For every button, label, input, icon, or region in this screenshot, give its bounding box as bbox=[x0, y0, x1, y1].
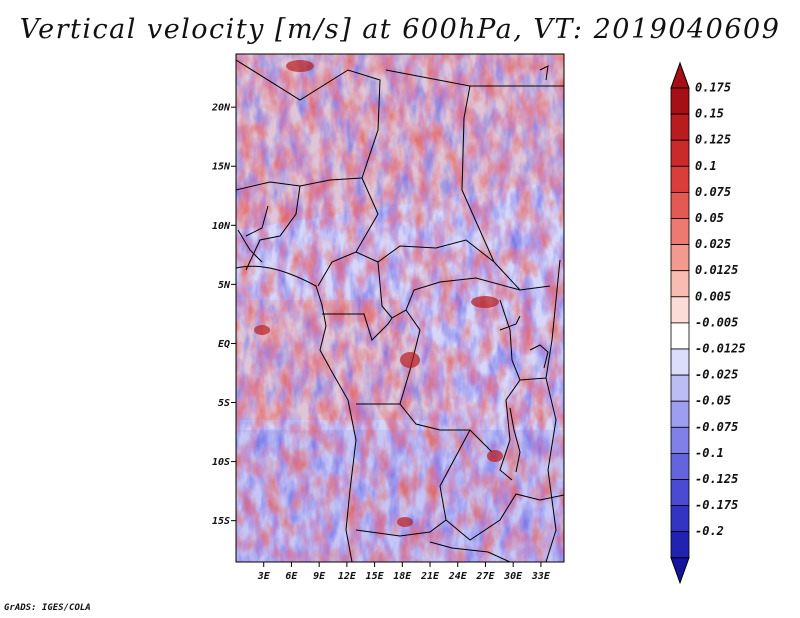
colorbar-swatch bbox=[670, 218, 690, 246]
map-title: Vertical velocity [m/s] at 600hPa, VT: 2… bbox=[19, 14, 781, 45]
colorbar-swatch bbox=[670, 531, 690, 559]
lat-tick-label: 10S bbox=[212, 457, 230, 468]
colorbar-swatch bbox=[670, 191, 690, 219]
country-borders bbox=[236, 59, 564, 562]
colorbar-swatch bbox=[670, 479, 690, 507]
colorbar-swatch bbox=[670, 426, 690, 454]
grads-credit: GrADS: IGES/COLA bbox=[4, 603, 91, 613]
colorbar-swatch bbox=[670, 296, 690, 324]
lon-tick-label: 3E bbox=[257, 571, 271, 582]
lon-tick-label: 33E bbox=[531, 571, 551, 582]
colorbar-label: -0.05 bbox=[695, 394, 731, 408]
colorbar-label: -0.125 bbox=[695, 472, 738, 486]
colorbar-top-arrow bbox=[670, 61, 690, 89]
colorbar-label: 0.05 bbox=[695, 211, 724, 225]
colorbar-label: -0.0125 bbox=[695, 342, 746, 356]
lat-tick-label: 20N bbox=[211, 103, 231, 114]
colorbar-label: -0.075 bbox=[695, 420, 738, 434]
colorbar-swatch bbox=[670, 87, 690, 115]
lat-tick-label: EQ bbox=[218, 339, 230, 350]
lon-tick-label: 27E bbox=[475, 571, 495, 582]
colorbar-bottom-arrow bbox=[670, 557, 690, 585]
colorbar-label: 0.0125 bbox=[695, 263, 738, 277]
colorbar-label: 0.005 bbox=[695, 289, 731, 303]
colorbar-swatch bbox=[670, 505, 690, 533]
colorbar-label: -0.005 bbox=[695, 315, 738, 329]
colorbar-swatch bbox=[670, 165, 690, 193]
colorbar-swatch bbox=[670, 452, 690, 480]
strong-updraft-spots bbox=[254, 60, 503, 527]
colorbar-swatch bbox=[670, 139, 690, 167]
lon-tick-label: 15E bbox=[366, 571, 385, 582]
colorbar-label: -0.025 bbox=[695, 368, 738, 382]
colorbar-label: -0.1 bbox=[695, 446, 724, 460]
lat-tick-label: 15S bbox=[212, 516, 230, 527]
colorbar-label: 0.125 bbox=[695, 133, 731, 147]
colorbar-label: 0.075 bbox=[695, 185, 731, 199]
lon-tick-label: 24E bbox=[448, 571, 468, 582]
colorbar-swatch bbox=[670, 400, 690, 428]
lat-tick-label: 10N bbox=[212, 221, 231, 232]
lat-tick-label: 5N bbox=[218, 280, 231, 291]
colorbar-label: -0.175 bbox=[695, 498, 738, 512]
colorbar-swatch bbox=[670, 244, 690, 272]
colorbar-swatch bbox=[670, 113, 690, 141]
lon-tick-label: 18E bbox=[393, 571, 412, 582]
lon-tick-label: 6E bbox=[285, 571, 298, 582]
colorbar-label: 0.175 bbox=[695, 81, 731, 95]
lon-tick-label: 21E bbox=[420, 571, 440, 582]
colorbar-swatch bbox=[670, 322, 690, 350]
colorbar-swatch bbox=[670, 374, 690, 402]
lat-tick-label: 5S bbox=[218, 398, 230, 409]
colorbar-label: 0.025 bbox=[695, 237, 731, 251]
lat-tick-label: 15N bbox=[212, 162, 231, 173]
lon-tick-label: 9E bbox=[313, 571, 326, 582]
colorbar-label: -0.2 bbox=[695, 524, 724, 538]
colorbar-label: 0.15 bbox=[695, 107, 724, 121]
map-frame bbox=[235, 53, 565, 563]
longitude-axis: 3E 6E 9E 12E 15E 18E 21E 24E 27E 30E 33E bbox=[257, 562, 551, 582]
colorbar-label: 0.1 bbox=[695, 159, 717, 173]
colorbar-swatch bbox=[670, 270, 690, 298]
lon-tick-label: 12E bbox=[338, 571, 357, 582]
latitude-axis: 20N 15N 10N 5N EQ 5S 10S 15S bbox=[211, 103, 236, 527]
colorbar: 0.175 0.15 0.125 0.1 0.075 0.05 0.025 0.0125 0.0… bbox=[670, 61, 746, 585]
lon-tick-label: 30E bbox=[503, 571, 523, 582]
velocity-field bbox=[236, 54, 564, 562]
colorbar-swatch bbox=[670, 348, 690, 376]
